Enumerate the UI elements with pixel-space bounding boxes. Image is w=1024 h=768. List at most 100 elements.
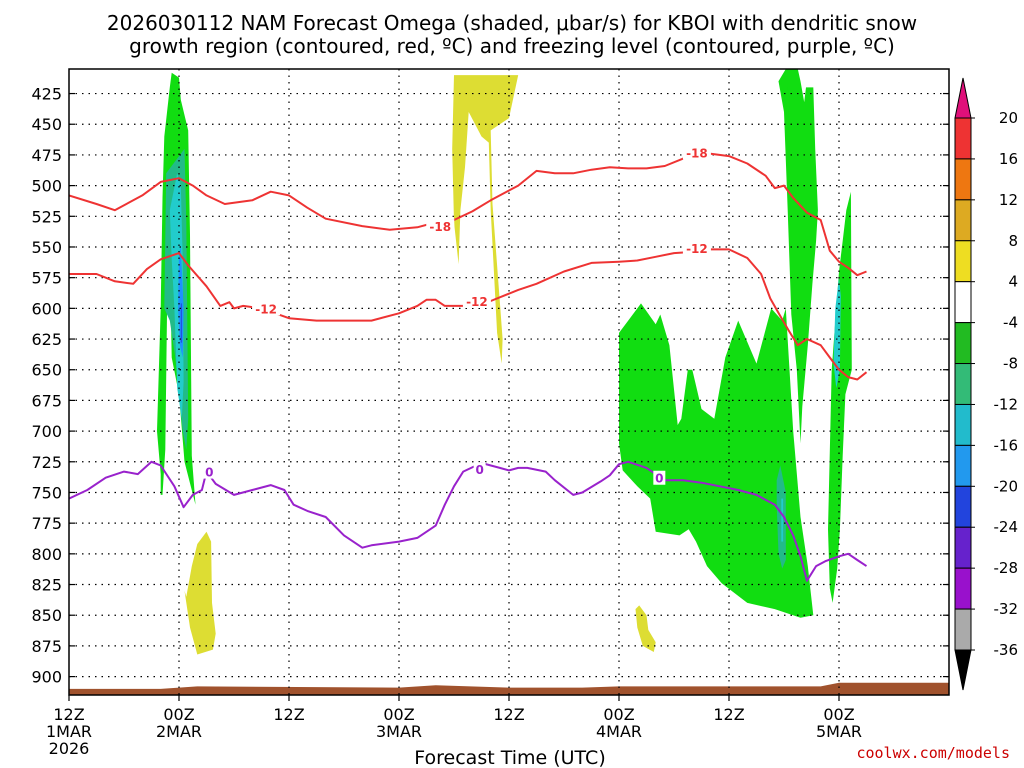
x-tick-label-36-1: 00Z	[383, 705, 414, 724]
colorbar-label: -20	[994, 477, 1019, 495]
x-axis-label: Forecast Time (UTC)	[414, 747, 605, 768]
y-tick-label-750: 750	[31, 483, 62, 502]
y-tick-label-625: 625	[31, 330, 62, 349]
colorbar-label: 16	[999, 150, 1018, 168]
colorbar-swatch-3	[954, 199, 972, 242]
x-tick-label-0-2: 1MAR	[46, 722, 92, 741]
colorbar-label: 12	[999, 191, 1018, 209]
y-tick-label-700: 700	[31, 422, 62, 441]
colorbar-label: 20	[999, 109, 1018, 127]
omega-region-green-core-5	[828, 191, 852, 603]
omega-region-yellow-low-1	[184, 531, 216, 655]
contour-label-bg	[426, 219, 455, 234]
omega-region-cyan-core-1	[169, 173, 184, 419]
y-tick-label-650: 650	[31, 361, 62, 380]
x-tick-label-84-2: 5MAR	[816, 722, 862, 741]
contour-label-bg	[682, 145, 711, 160]
omega-region-cyan-core-2	[781, 498, 784, 542]
colorbar-label: -4	[1003, 314, 1018, 332]
colorbar-swatch-7	[954, 363, 972, 405]
colorbar-label: -36	[994, 641, 1019, 659]
colorbar-swatch-5	[954, 281, 972, 324]
x-tick-label-12-2: 2MAR	[156, 722, 202, 741]
x-tick-label-72-1: 12Z	[713, 705, 744, 724]
terrain-ground	[69, 682, 949, 695]
axis-ticks: 425 450 475 500 525 550 575 600 625 650 675 700 725 7…	[31, 85, 949, 758]
colorbar-legend: 20 16 12 8 4 -4 -8 -12 -16 -20 -24 -28 -32 -36	[954, 77, 1019, 691]
colorbar-label: -24	[994, 518, 1019, 536]
x-tick-label-60-2: 4MAR	[596, 722, 642, 741]
colorbar-swatch-4	[954, 240, 972, 283]
plot-frame	[68, 68, 950, 696]
y-tick-label-725: 725	[31, 453, 62, 472]
colorbar-swatch-1	[954, 117, 972, 160]
y-tick-label-550: 550	[31, 238, 62, 257]
x-tick-label-12-1: 00Z	[163, 705, 194, 724]
contour-label-dgz-bottom: -12	[686, 242, 708, 256]
contour-label-freezing-level: 0	[655, 472, 663, 486]
colorbar-swatch-12	[954, 567, 972, 610]
colorbar-label: -16	[994, 436, 1019, 454]
x-tick-label-48-1: 12Z	[493, 705, 524, 724]
x-tick-label-0-3: 2026	[49, 739, 90, 758]
omega-region-cyan-core-5	[833, 277, 841, 389]
omega-region-darkblue-core-1	[180, 303, 182, 343]
colorbar-swatch-2	[954, 158, 972, 201]
contour-label-dgz-bottom: -12	[255, 302, 277, 316]
colorbar-label: 4	[1008, 273, 1018, 291]
x-tick-label-36-2: 3MAR	[376, 722, 422, 741]
y-tick-label-800: 800	[31, 545, 62, 564]
y-tick-label-500: 500	[31, 177, 62, 196]
contour-label-dgz-bottom: -12	[466, 295, 488, 309]
contour-label-bg	[653, 470, 666, 485]
y-tick-label-425: 425	[31, 85, 62, 104]
contour-label-bg	[252, 301, 281, 316]
y-tick-label-675: 675	[31, 391, 62, 410]
colorbar-swatch-9	[954, 444, 972, 487]
colorbar-swatch-8	[954, 403, 972, 446]
chart-title-line-1: 2026030112 NAM Forecast Omega (shaded, μ…	[107, 11, 917, 35]
contour-label-bg	[682, 241, 711, 256]
omega-shading-layer	[157, 69, 852, 655]
plot-area: -18 -18 -12 -12 -12 0 0 0	[69, 69, 949, 695]
x-tick-label-60-1: 00Z	[603, 705, 634, 724]
colorbar-swatch-11	[954, 526, 972, 569]
colorbar-label: -8	[1003, 355, 1018, 373]
colorbar-bottom-arrow	[954, 649, 972, 691]
grid-layer	[69, 69, 949, 695]
y-tick-label-450: 450	[31, 115, 62, 134]
y-tick-label-525: 525	[31, 207, 62, 226]
contour-label-bg	[473, 462, 486, 477]
y-tick-label-600: 600	[31, 299, 62, 318]
omega-region-yellow-top-1	[452, 75, 519, 364]
y-tick-label-825: 825	[31, 576, 62, 595]
chart-title-line-2: growth region (contoured, red, ºC) and f…	[129, 34, 895, 58]
y-tick-label-900: 900	[31, 668, 62, 687]
contour-label-bg	[203, 464, 216, 479]
y-tick-label-575: 575	[31, 269, 62, 288]
colorbar-label: -12	[994, 395, 1019, 413]
colorbar-label: -32	[994, 600, 1019, 618]
x-tick-label-0-1: 12Z	[53, 705, 84, 724]
omega-region-green-core-2	[619, 303, 814, 618]
y-tick-label-775: 775	[31, 514, 62, 533]
contour-layer: -18 -18 -12 -12 -12 0 0 0	[69, 145, 868, 582]
terrain-layer	[69, 682, 949, 695]
y-tick-label-475: 475	[31, 146, 62, 165]
contour-label-dgz-top: -18	[686, 146, 708, 160]
colorbar-swatch-13	[954, 608, 972, 651]
contour-label-freezing-level: 0	[205, 466, 213, 480]
omega-region-green-core-4	[785, 87, 790, 119]
colorbar-swatch-10	[954, 485, 972, 528]
colorbar-label: 8	[1008, 232, 1018, 250]
x-tick-label-84-1: 00Z	[823, 705, 854, 724]
colorbar-label: -28	[994, 559, 1019, 577]
omega-region-green-core-3	[778, 69, 818, 444]
colorbar-swatch-6	[954, 322, 972, 365]
contour-label-dgz-top: -18	[429, 220, 451, 234]
omega-region-yellow-low-2	[635, 605, 656, 652]
omega-region-teal-core-2	[776, 465, 786, 569]
x-tick-label-24-1: 12Z	[273, 705, 304, 724]
contour-dgz-top	[69, 151, 867, 277]
